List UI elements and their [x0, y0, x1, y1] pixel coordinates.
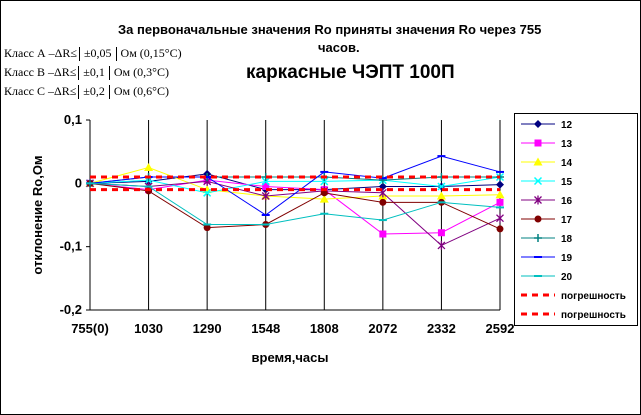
data-point	[144, 163, 154, 171]
legend-label: 18	[561, 234, 573, 245]
data-point	[261, 177, 270, 186]
x-tick-label: 1030	[134, 321, 163, 336]
legend-marker	[534, 234, 542, 242]
chart-title-line2: часов.	[318, 40, 360, 55]
legend-label: 20	[561, 272, 573, 283]
legend-label: 19	[561, 253, 573, 264]
y-tick-label: 0	[75, 175, 82, 190]
x-tick-label: 1808	[310, 321, 339, 336]
x-tick-label: 2332	[427, 321, 456, 336]
legend-label: 15	[561, 177, 573, 188]
legend-label: погрешность	[561, 310, 626, 321]
y-tick-label: -0,2	[60, 302, 82, 317]
series-group	[85, 155, 505, 250]
series-line-9	[89, 182, 501, 225]
legend-label: погрешность	[561, 291, 626, 302]
series-line-6	[89, 182, 501, 230]
x-tick-label: 1290	[193, 321, 222, 336]
data-point	[496, 225, 504, 233]
class-c-note: Класс С –ΔR≤ ±0,2 Ом (0,6°С)	[4, 84, 169, 100]
data-point	[262, 183, 270, 190]
data-point	[144, 177, 153, 186]
chart-title-line1: За первоначальные значения Ro приняты зн…	[118, 22, 542, 37]
series-line-2	[89, 179, 501, 235]
legend-marker	[534, 195, 542, 205]
series-line-1	[89, 173, 501, 191]
data-point	[379, 230, 387, 238]
legend-marker	[533, 176, 543, 186]
x-tick-label: 2072	[368, 321, 397, 336]
tick-labels: 0,1 0 -0,1 -0,2 755(0) 1030 1290 1548 1808 2072 23…	[60, 112, 515, 336]
x-tick-label: 1548	[251, 321, 280, 336]
data-point	[437, 229, 445, 237]
class-b-note: Класс В –ΔR≤ ±0,1 Ом (0,3°С)	[4, 65, 169, 81]
legend-entries: 12 13 14 15 16 17 18 19 20 погрешность погрешность	[521, 120, 626, 321]
legend-label: 14	[561, 158, 573, 169]
axes	[86, 119, 500, 311]
data-point	[379, 198, 387, 206]
x-axis-label: время,часы	[252, 350, 329, 365]
legend-marker	[534, 120, 542, 128]
legend-marker	[534, 139, 542, 147]
data-point	[261, 191, 270, 201]
data-point	[320, 177, 329, 186]
data-point	[496, 213, 504, 223]
legend-label: 13	[561, 139, 573, 150]
legend-label: 17	[561, 215, 573, 226]
data-point	[496, 180, 504, 189]
series-line-4	[89, 176, 501, 194]
legend-marker	[533, 157, 543, 166]
data-point	[496, 198, 504, 206]
y-axis-label: отклонение Ro,Ом	[30, 155, 45, 274]
chart-main-title: каркасные ЧЭПТ 100П	[246, 62, 455, 83]
legend-label: 16	[561, 196, 573, 207]
y-tick-label: -0,1	[60, 239, 82, 254]
data-point	[203, 224, 211, 232]
class-a-note: Класс А –ΔR≤ ±0,05 Ом (0,15°С)	[4, 46, 182, 62]
grid-lines	[89, 120, 501, 310]
y-tick-label: 0,1	[64, 112, 82, 127]
data-point	[436, 191, 446, 200]
data-point	[319, 194, 329, 203]
x-tick-label: 2592	[486, 321, 515, 336]
data-point	[495, 190, 505, 199]
legend: 12 13 14 15 16 17 18 19 20 погрешность погрешность	[514, 113, 638, 326]
x-tick-label: 755(0)	[71, 321, 109, 336]
legend-label: 12	[561, 120, 573, 131]
series-line-3	[89, 166, 501, 200]
legend-marker	[534, 215, 542, 223]
data-point	[437, 240, 446, 250]
